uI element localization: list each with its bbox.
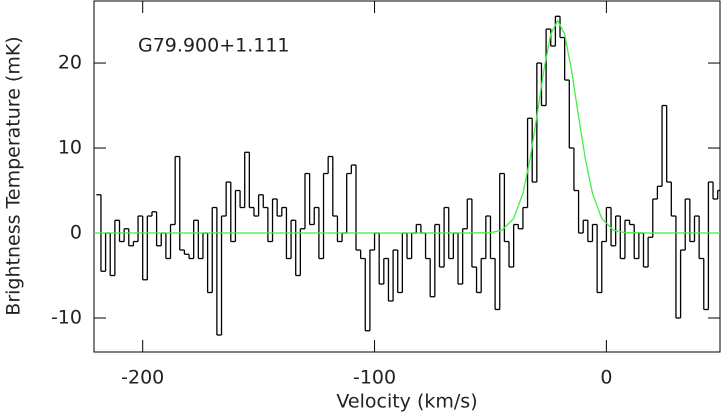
plot-frame	[93, 0, 721, 353]
x-tick-label: -100	[353, 367, 396, 389]
y-tick-label: 0	[70, 222, 82, 244]
y-tick-label: 10	[58, 137, 82, 159]
x-axis-label: Velocity (km/s)	[336, 391, 477, 413]
x-tick-label: 0	[600, 367, 612, 389]
y-tick-label: -10	[51, 307, 82, 329]
x-tick-label: -200	[121, 367, 164, 389]
y-tick-label: 20	[58, 52, 82, 74]
fit-line	[94, 19, 720, 234]
annotation: G79.900+1.111	[138, 35, 290, 57]
y-axis-label: Brightness Temperature (mK)	[3, 36, 25, 315]
